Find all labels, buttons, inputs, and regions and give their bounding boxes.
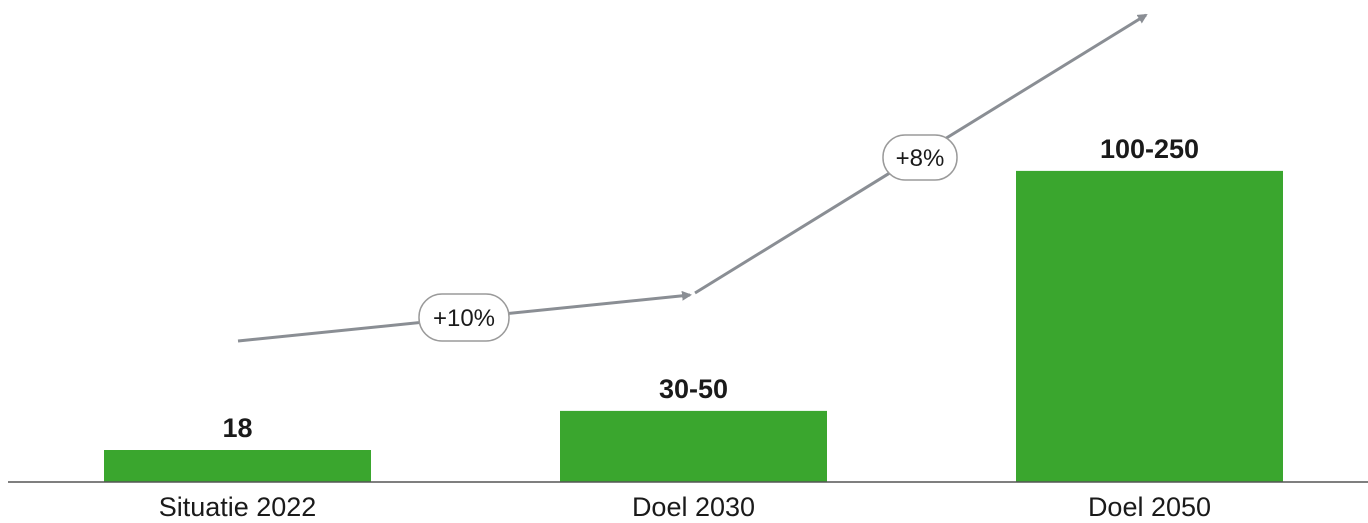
value-label-2: 30-50 (659, 374, 728, 404)
bar-2 (560, 410, 827, 482)
growth-badge-1: +10% (418, 293, 510, 342)
bar-1 (104, 450, 371, 482)
bars-layer: 18 Situatie 2022 30-50 Doel 2030 100-250 Doel… (104, 134, 1283, 522)
category-label-1: Situatie 2022 (159, 492, 317, 522)
category-label-2: Doel 2030 (632, 492, 755, 522)
growth-label-2: +8% (896, 145, 945, 172)
value-label-1: 18 (222, 413, 252, 443)
value-label-3: 100-250 (1100, 134, 1199, 164)
growth-badge-2: +8% (882, 134, 958, 181)
category-label-3: Doel 2050 (1088, 492, 1211, 522)
bar-3 (1016, 170, 1283, 482)
growth-label-1: +10% (433, 305, 495, 332)
